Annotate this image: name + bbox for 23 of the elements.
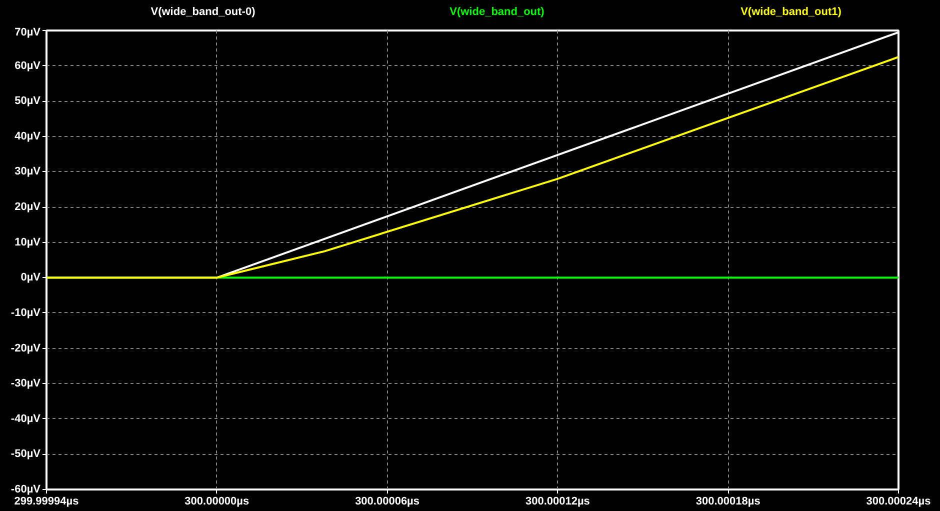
x-tick-label: 300.00006µs <box>355 496 420 508</box>
y-tick-label: -50µV <box>10 448 42 460</box>
y-tick-label: 50µV <box>14 95 42 108</box>
x-tick-label: 299.99994µs <box>14 496 79 508</box>
text: V(wide_band_out) <box>450 5 544 20</box>
y-tick-label: -60µV <box>10 484 42 496</box>
x-tick-label: 300.00024µs <box>866 496 931 508</box>
y-tick-label: -30µV <box>10 378 42 390</box>
x-tick-label: 300.00018µs <box>696 496 760 508</box>
y-tick-label: 70µV <box>14 26 42 38</box>
y-tick-label: 0µV <box>20 272 42 284</box>
y-tick-label: -10µV <box>10 306 42 319</box>
y-tick-label: 30µV <box>14 166 42 178</box>
y-tick-label: 40µV <box>14 130 42 142</box>
y-tick-label: -20µV <box>10 342 42 354</box>
y-tick-label: -40µV <box>10 412 42 425</box>
y-tick-label: 60µV <box>14 60 42 72</box>
text: V(wide_band_out-0) <box>150 5 256 20</box>
x-tick-label: 300.00000µs <box>184 496 250 508</box>
y-tick-label: 20µV <box>14 201 42 214</box>
y-tick-label: 10µV <box>14 236 42 248</box>
text: V(wide_band_out1) <box>740 5 842 20</box>
x-tick-label: 300.00012µs <box>525 496 590 508</box>
